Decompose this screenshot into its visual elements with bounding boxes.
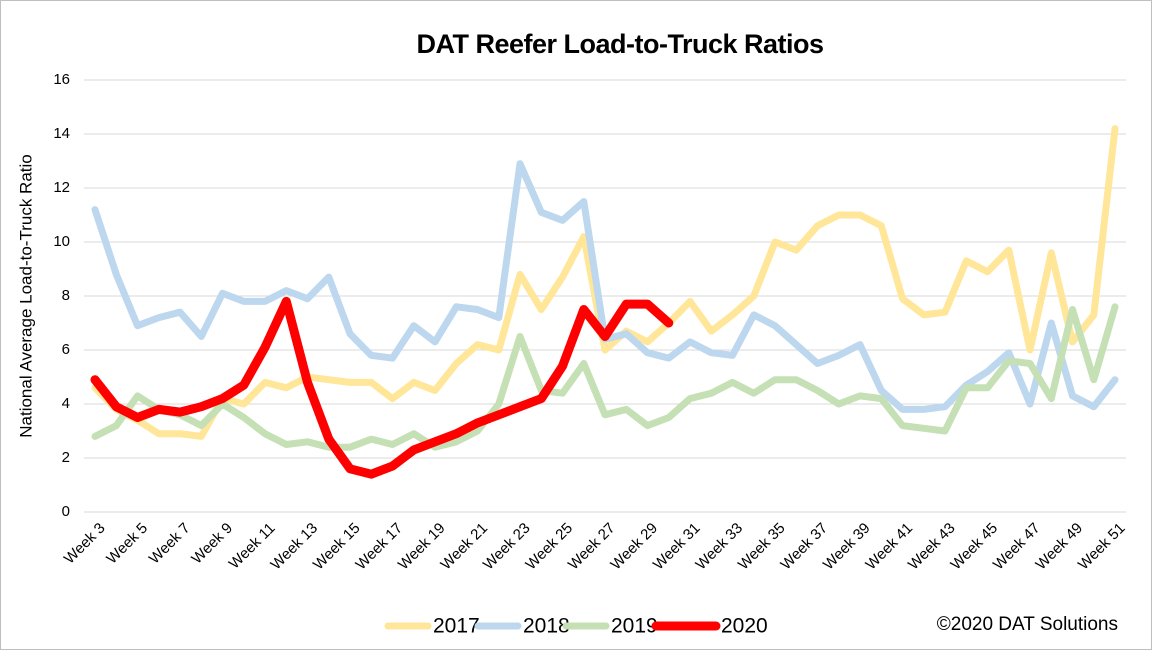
legend-label: 2019 (611, 615, 658, 638)
y-tick-label: 10 (53, 233, 70, 250)
y-tick-label: 2 (62, 449, 70, 466)
legend-label: 2020 (721, 615, 768, 638)
y-tick-label: 4 (62, 395, 70, 412)
series-line (91, 303, 1119, 451)
y-tick-label: 0 (62, 503, 70, 520)
y-tick-label: 14 (53, 125, 70, 142)
series-line (91, 125, 1119, 440)
y-axis-title: National Average Load-to-Truck Ratio (16, 154, 35, 438)
series-line (90, 296, 674, 479)
copyright: ©2020 DAT Solutions (937, 614, 1118, 635)
legend-label: 2017 (433, 615, 480, 638)
y-tick-label: 6 (62, 341, 70, 358)
y-tick-label: 8 (62, 287, 70, 304)
y-tick-label: 16 (53, 71, 70, 88)
legend-label: 2018 (523, 615, 570, 638)
chart-title: DAT Reefer Load-to-Truck Ratios (416, 29, 823, 59)
y-tick-label: 12 (53, 179, 70, 196)
